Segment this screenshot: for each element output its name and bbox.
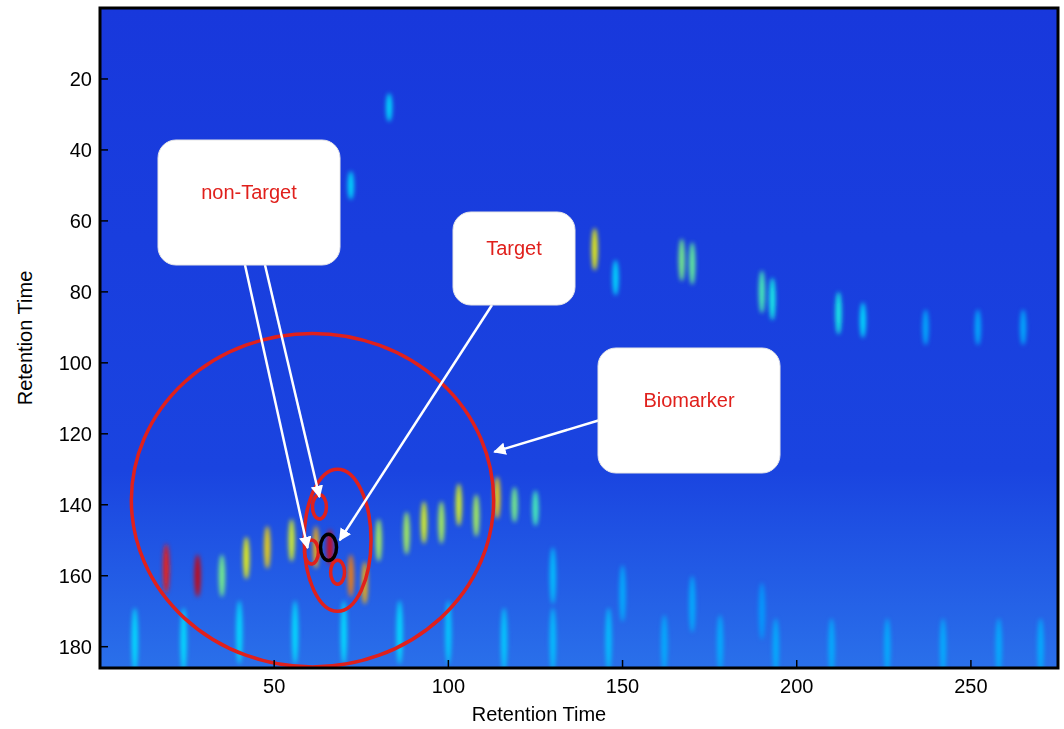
peak xyxy=(243,537,249,580)
peak xyxy=(940,618,946,668)
x-tick xyxy=(622,660,624,668)
y-tick-label: 160 xyxy=(59,565,92,587)
peak xyxy=(996,618,1002,668)
y-tick-label: 120 xyxy=(59,423,92,445)
y-tick xyxy=(100,646,108,648)
peak xyxy=(288,519,294,562)
x-tick-label: 50 xyxy=(263,675,285,697)
peak xyxy=(163,544,169,594)
callout-box xyxy=(453,212,575,305)
peak xyxy=(348,171,354,199)
peak xyxy=(403,512,409,555)
peak xyxy=(828,618,834,668)
peak xyxy=(661,615,667,668)
y-tick xyxy=(100,362,108,364)
region-ellipse xyxy=(304,469,371,611)
x-tick-label: 100 xyxy=(432,675,465,697)
peak xyxy=(884,618,890,668)
peak xyxy=(679,239,685,282)
peak xyxy=(501,608,507,668)
x-tick xyxy=(448,660,450,668)
callout-box xyxy=(158,140,340,265)
chart: 50 100 150 200 250 20 40 60 80 100 120 140 160 180 Ret… xyxy=(0,0,1064,729)
peak xyxy=(456,483,462,526)
peak xyxy=(376,519,382,562)
x-tick-label: 200 xyxy=(780,675,813,697)
region-ellipse xyxy=(131,333,493,667)
peak xyxy=(612,260,618,295)
plot-area xyxy=(131,93,1043,668)
callout-label: Biomarker xyxy=(643,389,734,411)
y-tick xyxy=(100,149,108,151)
peaks xyxy=(132,93,1044,668)
x-tick xyxy=(970,660,972,668)
peak xyxy=(592,228,598,271)
peak xyxy=(717,615,723,668)
peak xyxy=(769,278,775,321)
peak xyxy=(473,494,479,537)
peak xyxy=(292,601,298,665)
y-tick xyxy=(100,575,108,577)
peak xyxy=(759,583,765,640)
peak xyxy=(773,618,779,668)
peak xyxy=(689,576,695,633)
peak xyxy=(550,608,556,668)
peak xyxy=(1037,618,1043,668)
peak xyxy=(511,487,517,522)
peak xyxy=(689,242,695,285)
peak xyxy=(975,310,981,345)
region-ellipse xyxy=(313,495,327,519)
x-tick xyxy=(273,660,275,668)
peak xyxy=(386,93,392,121)
peak xyxy=(532,491,538,526)
callout-arrow xyxy=(265,265,319,497)
peak xyxy=(264,526,270,569)
y-tick-label: 60 xyxy=(70,210,92,232)
callout-label: Target xyxy=(486,237,542,259)
y-tick xyxy=(100,291,108,293)
peak xyxy=(922,310,928,345)
callout-box xyxy=(598,348,780,473)
peak xyxy=(396,601,402,665)
callout-arrow xyxy=(494,420,600,452)
y-axis-title: Retention Time xyxy=(14,271,36,406)
y-tick xyxy=(100,433,108,435)
y-tick-label: 140 xyxy=(59,494,92,516)
peak xyxy=(835,292,841,335)
y-tick-label: 40 xyxy=(70,139,92,161)
plot-background xyxy=(100,8,1058,668)
peak xyxy=(421,501,427,544)
peak xyxy=(619,565,625,622)
peak xyxy=(605,608,611,668)
callout-arrow xyxy=(340,305,492,540)
peak xyxy=(1020,310,1026,345)
plot-frame xyxy=(100,8,1058,668)
region-ellipse xyxy=(321,534,337,560)
peak xyxy=(132,608,138,668)
y-tick xyxy=(100,220,108,222)
x-tick-label: 250 xyxy=(954,675,987,697)
x-tick-label: 150 xyxy=(606,675,639,697)
peak xyxy=(550,547,556,604)
peak xyxy=(860,303,866,338)
regions xyxy=(131,333,493,667)
peak xyxy=(759,271,765,314)
peak xyxy=(194,554,200,597)
peak xyxy=(348,554,354,597)
y-tick-label: 180 xyxy=(59,636,92,658)
y-tick-label: 100 xyxy=(59,352,92,374)
y-tick-label: 80 xyxy=(70,281,92,303)
x-tick xyxy=(796,660,798,668)
callout-arrow xyxy=(245,265,308,548)
y-tick xyxy=(100,504,108,506)
peak xyxy=(438,501,444,544)
callout-label: non-Target xyxy=(201,181,297,203)
y-tick xyxy=(100,78,108,80)
annotations: non-Target Target Biomarker xyxy=(158,140,780,548)
y-tick-label: 20 xyxy=(70,68,92,90)
x-axis-title: Retention Time xyxy=(472,703,607,725)
region-ellipse xyxy=(331,560,345,584)
peak xyxy=(219,554,225,597)
